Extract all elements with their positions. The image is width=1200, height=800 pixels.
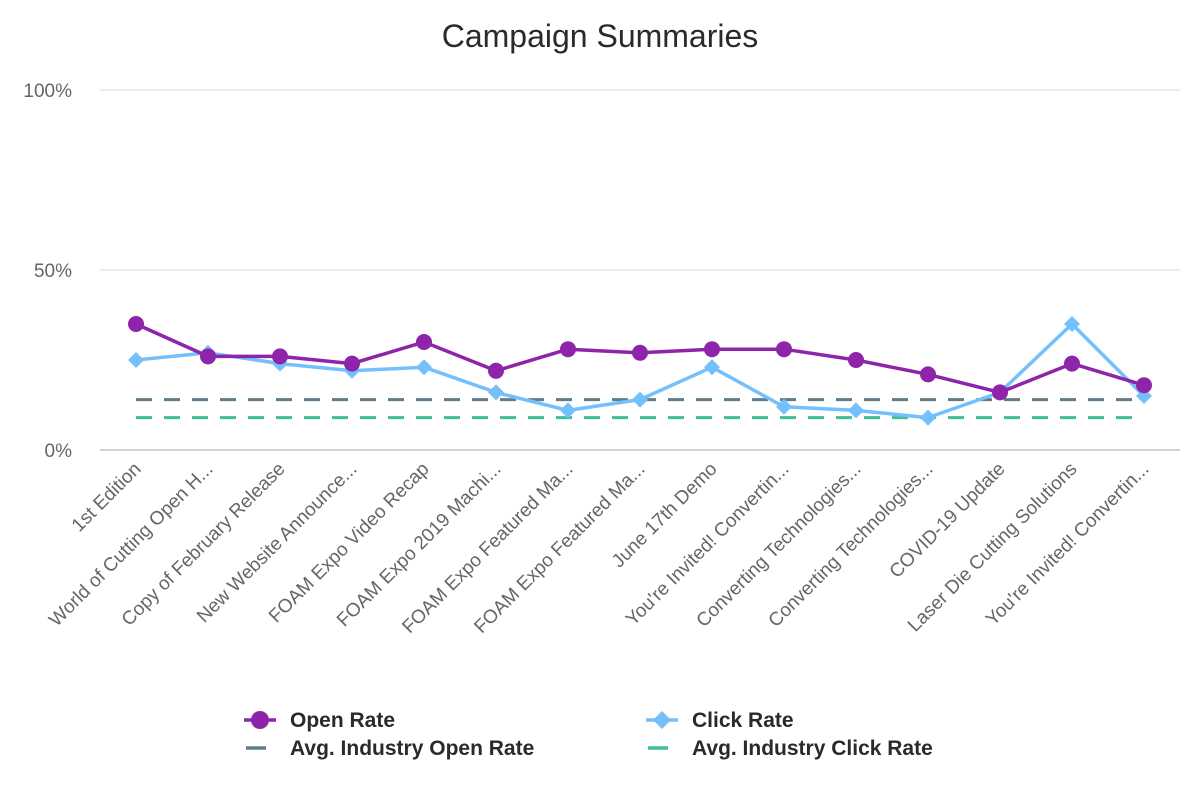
data-point[interactable] — [776, 341, 792, 358]
data-point[interactable] — [848, 352, 864, 368]
y-axis-ticks: 0% 50% 100% — [23, 81, 72, 462]
data-point[interactable] — [704, 359, 720, 376]
legend-item[interactable]: Avg. Industry Open Rate — [246, 737, 534, 760]
data-point[interactable] — [920, 409, 936, 426]
data-point[interactable] — [632, 344, 648, 361]
x-tick-label: 1st Edition — [68, 459, 146, 537]
data-point[interactable] — [1136, 377, 1152, 394]
data-point[interactable] — [704, 341, 720, 358]
data-point[interactable] — [848, 402, 864, 419]
chart-title: Campaign Summaries — [442, 18, 759, 54]
data-point[interactable] — [632, 391, 648, 408]
series-1 — [128, 316, 1152, 426]
data-point[interactable] — [200, 348, 216, 365]
data-point[interactable] — [776, 398, 792, 415]
series-0 — [128, 316, 1152, 401]
data-point[interactable] — [920, 366, 936, 383]
data-point[interactable] — [128, 316, 144, 332]
data-point[interactable] — [416, 334, 432, 350]
data-point[interactable] — [992, 384, 1008, 401]
y-tick-label: 0% — [45, 441, 73, 462]
data-point[interactable] — [416, 359, 432, 376]
series-layer — [128, 316, 1152, 426]
gridlines — [100, 89, 1180, 451]
legend-label: Click Rate — [692, 709, 794, 732]
y-tick-label: 50% — [34, 261, 72, 282]
data-point[interactable] — [272, 348, 288, 365]
data-point[interactable] — [488, 362, 504, 379]
legend-item[interactable]: Click Rate — [646, 709, 794, 732]
data-point[interactable] — [1064, 316, 1080, 332]
legend-swatch-marker — [251, 711, 269, 729]
legend-swatch-marker — [653, 711, 671, 729]
data-point[interactable] — [560, 341, 576, 358]
legend[interactable]: Open Rate Click Rate Avg. Industry Open Ra… — [244, 709, 933, 760]
data-point[interactable] — [128, 352, 144, 368]
legend-label: Open Rate — [290, 709, 395, 732]
legend-item[interactable]: Avg. Industry Click Rate — [648, 737, 933, 760]
legend-item[interactable]: Open Rate — [244, 709, 395, 732]
y-tick-label: 100% — [23, 81, 72, 102]
data-point[interactable] — [560, 402, 576, 419]
legend-label: Avg. Industry Click Rate — [692, 737, 933, 760]
data-point[interactable] — [488, 384, 504, 401]
legend-label: Avg. Industry Open Rate — [290, 737, 534, 760]
data-point[interactable] — [1064, 355, 1080, 372]
data-point[interactable] — [344, 355, 360, 372]
